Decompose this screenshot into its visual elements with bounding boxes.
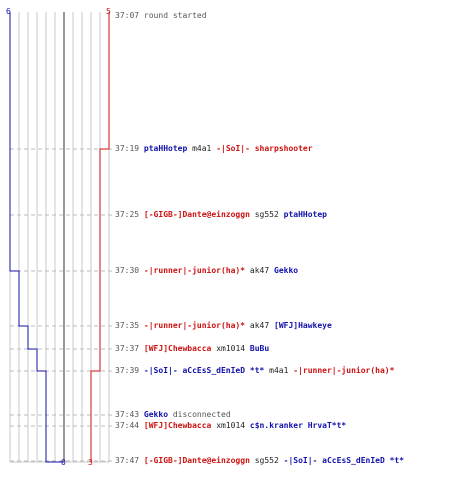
grid-lines (9, 12, 110, 463)
event-message: round started (143, 11, 207, 20)
killer-name: [WFJ]Chewbacca (143, 344, 212, 353)
weapon-name: sg552 (254, 456, 279, 465)
victim-name: [WFJ]Hawkeye (274, 321, 332, 330)
killer-name: ptaHHotep (143, 144, 188, 153)
event-row: 37:47 [-GIGB-]Dante@einzoggn sg552 -|SoI… (115, 456, 404, 466)
weapon-name: xm1014 (216, 344, 246, 353)
killer-name: [WFJ]Chewbacca (143, 421, 212, 430)
red-end-count: 3 (88, 458, 93, 467)
event-row: 37:35 -|runner|-junior(ha)* ak47 [WFJ]Ha… (115, 321, 332, 331)
event-row: 37:19 ptaHHotep m4a1 -|SoI|- sharpshoote… (115, 144, 313, 154)
event-time: 37:43 (115, 410, 140, 419)
victim-name: -|SoI|- aCcEsS_dEnIeD *t* (283, 456, 405, 465)
killer-name: [-GIGB-]Dante@einzoggn (143, 456, 250, 465)
event-time: 37:07 (115, 11, 140, 20)
event-time: 37:19 (115, 144, 140, 153)
event-time: 37:47 (115, 456, 140, 465)
weapon-name: xm1014 (216, 421, 246, 430)
red-team-alive-line (90, 12, 110, 462)
victim-name: ptaHHotep (283, 210, 327, 219)
event-time: 37:25 (115, 210, 140, 219)
event-row: 37:39 -|SoI|- aCcEsS_dEnIeD *t* m4a1 -|r… (115, 366, 394, 376)
victim-name: c$n.kranker HrvaT*t* (249, 421, 347, 430)
event-row: 37:30 -|runner|-junior(ha)* ak47 Gekko (115, 266, 298, 276)
event-time: 37:37 (115, 344, 140, 353)
blue-start-count: 6 (6, 7, 11, 16)
event-row: 37:44 [WFJ]Chewbacca xm1014 c$n.kranker … (115, 421, 346, 431)
red-start-count: 5 (106, 7, 111, 16)
event-row: 37:25 [-GIGB-]Dante@einzoggn sg552 ptaHH… (115, 210, 327, 220)
weapon-name: ak47 (249, 266, 270, 275)
victim-name: -|SoI|- sharpshooter (216, 144, 313, 153)
weapon-name: sg552 (254, 210, 279, 219)
killer-name: -|runner|-junior(ha)* (143, 321, 246, 330)
victim-name: -|runner|-junior(ha)* (293, 366, 395, 375)
victim-name: Gekko (274, 266, 299, 275)
victim-name: BuBu (249, 344, 270, 353)
weapon-name: ak47 (249, 321, 270, 330)
event-message: disconnected (172, 410, 231, 419)
event-row: 37:43 Gekko disconnected (115, 410, 231, 420)
event-time: 37:35 (115, 321, 140, 330)
event-time: 37:44 (115, 421, 140, 430)
blue-team-alive-line (9, 12, 64, 463)
event-time: 37:30 (115, 266, 140, 275)
weapon-name: m4a1 (269, 366, 289, 375)
weapon-name: m4a1 (192, 144, 212, 153)
event-row: 37:07 round started (115, 11, 207, 21)
event-dash-lines (10, 148, 113, 462)
blue-end-count: 0 (61, 458, 66, 467)
event-row: 37:37 [WFJ]Chewbacca xm1014 BuBu (115, 344, 269, 354)
killer-name: [-GIGB-]Dante@einzoggn (143, 210, 250, 219)
event-time: 37:39 (115, 366, 140, 375)
killer-name: -|SoI|- aCcEsS_dEnIeD *t* (143, 366, 265, 375)
player-name: Gekko (143, 410, 169, 419)
killer-name: -|runner|-junior(ha)* (143, 266, 246, 275)
